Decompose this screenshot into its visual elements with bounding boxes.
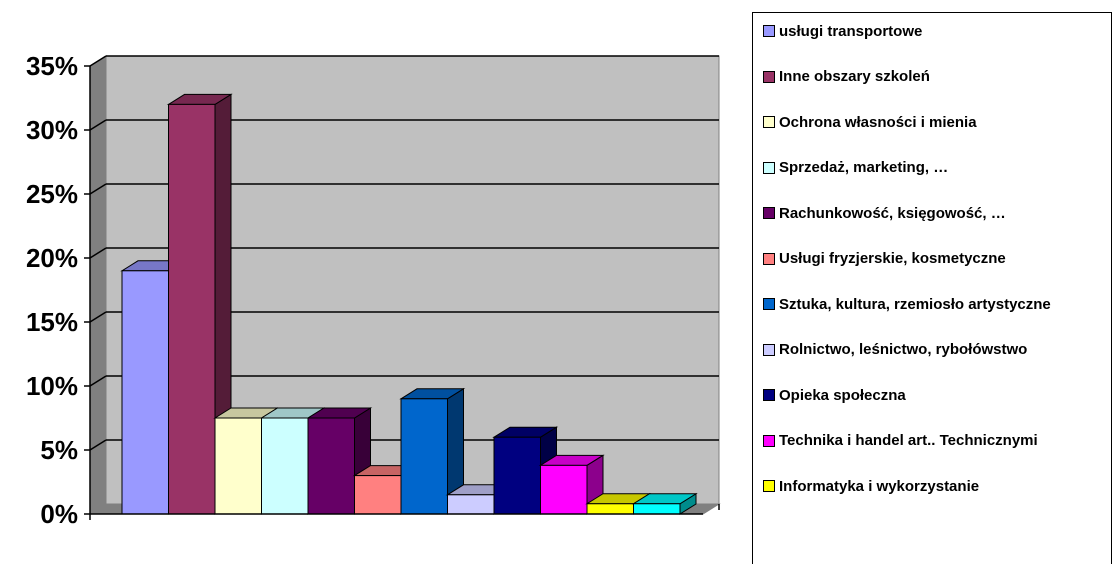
legend-swatch: [763, 207, 775, 219]
legend-swatch: [763, 480, 775, 492]
legend-item: Informatyka i wykorzystanie: [763, 476, 979, 496]
legend-swatch: [763, 343, 775, 356]
legend-label: Ochrona własności i mienia: [779, 113, 977, 131]
gridline-side: [89, 439, 107, 451]
y-tick-label: 0%: [40, 499, 78, 529]
bar-front: [214, 417, 262, 515]
bars: [120, 93, 698, 515]
bar: [166, 93, 233, 515]
bar-chart: 0% 5% 10% 15% 20% 25% 30% 35%: [26, 51, 721, 529]
legend-label: Inne obszary szkoleń: [779, 68, 930, 85]
legend-swatch: [763, 252, 775, 265]
y-tick-label: 30%: [26, 115, 78, 145]
legend-label: Sztuka, kultura, rzemiosło artystyczne: [779, 295, 1051, 313]
legend-label: Rolnictwo, leśnictwo, rybołówstwo: [779, 341, 1028, 358]
y-tick-labels: 0% 5% 10% 15% 20% 25% 30% 35%: [26, 51, 78, 529]
bar-front: [540, 464, 588, 515]
bar-front: [633, 503, 681, 515]
legend-label: Opieka społeczna: [779, 386, 906, 404]
y-tick-label: 5%: [40, 435, 78, 465]
gridline-side: [89, 247, 107, 259]
bar-front: [354, 475, 402, 515]
legend-label: Informatyka i wykorzystanie: [779, 477, 980, 495]
bar-front: [261, 417, 309, 515]
y-tick-label: 15%: [26, 307, 78, 337]
y-tick-label: 35%: [26, 51, 78, 81]
legend-swatch: [763, 298, 775, 310]
bar-front: [400, 398, 448, 515]
legend-swatch: [763, 434, 775, 447]
legend-label: Usługi fryzjerskie, kosmetyczne: [779, 250, 1006, 267]
legend-swatch: [763, 389, 775, 401]
legend-item: Rolnictwo, leśnictwo, rybołówstwo: [763, 340, 1027, 360]
legend-item: Opieka społeczna: [763, 385, 906, 405]
legend-swatch: [763, 116, 775, 128]
gridline-side: [89, 119, 107, 131]
legend-item: usługi transportowe: [763, 21, 922, 41]
bar-front: [307, 417, 355, 515]
legend-item: Sztuka, kultura, rzemiosło artystyczne: [763, 294, 1051, 314]
bar-front: [493, 436, 541, 515]
legend-item: Inne obszary szkoleń: [763, 67, 930, 87]
legend-item: Sprzedaż, marketing, …: [763, 158, 948, 178]
legend-swatch: [763, 25, 775, 37]
legend-label: Sprzedaż, marketing, …: [779, 159, 949, 176]
legend-item: Usługi fryzjerskie, kosmetyczne: [763, 249, 1006, 269]
bar-front: [168, 103, 216, 515]
legend-item: Technika i handel art.. Technicznymi: [763, 431, 1038, 451]
legend-label: Rachunkowość, księgowość, …: [779, 204, 1006, 222]
axes: [84, 65, 720, 520]
legend: usługi transportowe Inne obszary szkoleń O…: [752, 12, 1112, 564]
y-tick-label: 25%: [26, 179, 78, 209]
gridline-side: [89, 311, 107, 323]
gridline-side: [89, 55, 107, 67]
gridline-side: [89, 183, 107, 195]
bar-front: [586, 503, 634, 515]
legend-swatch: [763, 70, 775, 83]
legend-item: Ochrona własności i mienia: [763, 112, 977, 132]
y-tick-label: 20%: [26, 243, 78, 273]
legend-label: Technika i handel art.. Technicznymi: [779, 432, 1038, 449]
bar-front: [447, 494, 495, 515]
y-tick-label: 10%: [26, 371, 78, 401]
gridline-side: [89, 375, 107, 387]
bar-front: [121, 270, 169, 515]
legend-item: Rachunkowość, księgowość, …: [763, 203, 1006, 223]
legend-label: usługi transportowe: [779, 22, 923, 40]
legend-swatch: [763, 161, 775, 174]
bar: [399, 387, 466, 515]
